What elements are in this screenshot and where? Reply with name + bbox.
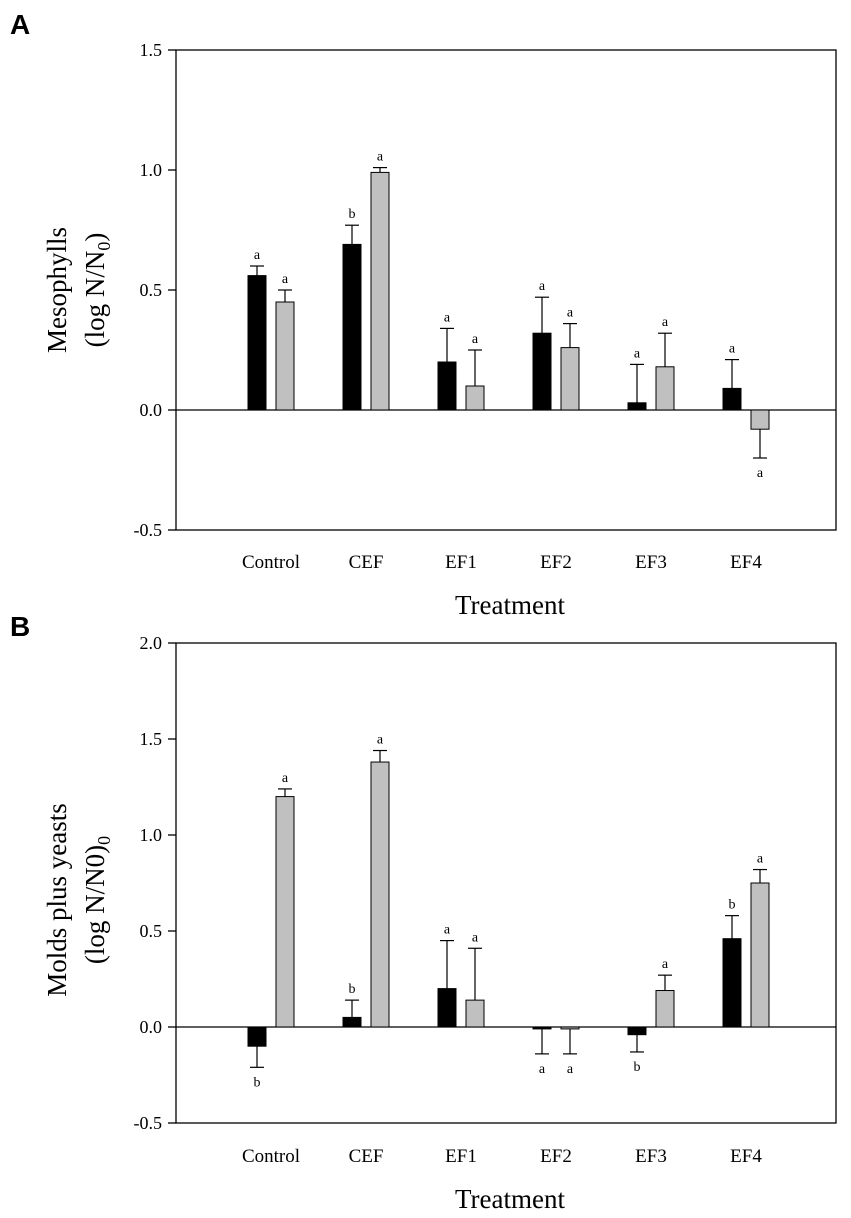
- bar-grey: [465, 385, 485, 411]
- significance-label: b: [729, 898, 736, 913]
- plot-frame: [175, 642, 837, 1124]
- bar-black: [342, 243, 362, 411]
- bar-grey: [655, 990, 675, 1028]
- x-tick-label: EF2: [540, 552, 572, 573]
- y-axis-title: Molds plus yeasts: [42, 803, 72, 997]
- plot-frame: [175, 49, 837, 531]
- bar-black: [437, 988, 457, 1028]
- x-tick-label: Control: [242, 1146, 300, 1167]
- significance-label: a: [472, 930, 479, 945]
- x-tick-label: EF3: [635, 552, 667, 573]
- y-tick-label: 2.0: [140, 633, 163, 653]
- bar-grey: [655, 366, 675, 411]
- chart-panel-A: A -0.5 0.0 0.5 1.0 1.5 a b a a a a a a a a a a Control CEF E…: [10, 9, 837, 620]
- x-tick-label: Control: [242, 552, 300, 573]
- bar-black: [342, 1016, 362, 1028]
- significance-label: a: [444, 923, 451, 938]
- bar-grey: [750, 409, 770, 430]
- significance-label: a: [662, 315, 669, 330]
- x-tick-label: EF4: [730, 552, 762, 573]
- y-tick-label: 1.5: [140, 40, 163, 60]
- x-axis-title: Treatment: [455, 1184, 565, 1214]
- bar-grey: [560, 1026, 580, 1030]
- significance-label: a: [377, 733, 384, 748]
- significance-label: a: [634, 346, 641, 361]
- x-tick-label: EF1: [445, 552, 477, 573]
- bar-grey: [370, 761, 390, 1028]
- significance-label: a: [567, 306, 574, 321]
- bar-black: [247, 275, 267, 411]
- significance-label: a: [662, 957, 669, 972]
- y-axis-title-main: (log N/N0): [80, 845, 110, 964]
- panel-label: B: [10, 611, 30, 642]
- significance-label: a: [377, 150, 384, 165]
- bar-black: [532, 332, 552, 411]
- y-tick-label: -0.5: [134, 520, 163, 540]
- bar-grey: [275, 796, 295, 1028]
- x-axis-title: Treatment: [455, 590, 565, 620]
- y-axis-title-end: ): [80, 233, 110, 242]
- significance-label: a: [539, 1062, 546, 1077]
- significance-label: a: [282, 771, 289, 786]
- y-tick-label: -0.5: [134, 1113, 163, 1133]
- significance-label: b: [349, 207, 356, 222]
- y-tick-label: 0.5: [140, 280, 163, 300]
- bar-black: [247, 1026, 267, 1047]
- significance-label: b: [634, 1060, 641, 1075]
- y-axis-title: Mesophylls: [42, 227, 72, 353]
- significance-label: a: [539, 279, 546, 294]
- bar-grey: [560, 347, 580, 411]
- significance-label: a: [757, 466, 764, 481]
- y-tick-label: 1.5: [140, 729, 163, 749]
- x-tick-label: EF2: [540, 1146, 572, 1167]
- chart-panel-B: B -0.5 0.0 0.5 1.0 1.5 2.0 b b a a b b a a a a a a Control C…: [10, 611, 837, 1214]
- panel-label: A: [10, 9, 30, 40]
- bar-black: [722, 387, 742, 411]
- y-tick-label: 1.0: [140, 825, 163, 845]
- bar-grey: [750, 882, 770, 1028]
- bar-black: [532, 1026, 552, 1030]
- y-tick-label: 0.0: [140, 1017, 163, 1037]
- x-tick-label: EF3: [635, 1146, 667, 1167]
- significance-label: a: [444, 310, 451, 325]
- y-axis-title-subscript: 0: [94, 242, 114, 251]
- x-tick-label: EF4: [730, 1146, 762, 1167]
- y-axis-title-line2: (log N/N0): [80, 233, 114, 348]
- bar-black: [722, 938, 742, 1028]
- significance-label: a: [254, 248, 261, 263]
- significance-label: a: [282, 272, 289, 287]
- significance-label: b: [254, 1075, 261, 1090]
- y-tick-label: 0.5: [140, 921, 163, 941]
- x-tick-label: CEF: [349, 1146, 384, 1167]
- bar-grey: [465, 999, 485, 1028]
- x-tick-label: CEF: [349, 552, 384, 573]
- x-tick-label: EF1: [445, 1146, 477, 1167]
- y-axis-title-main: (log N/N: [80, 251, 110, 348]
- bar-grey: [275, 301, 295, 411]
- significance-label: a: [757, 852, 764, 867]
- bar-grey: [370, 171, 390, 411]
- y-tick-label: 0.0: [140, 400, 163, 420]
- bar-black: [627, 402, 647, 411]
- bar-black: [437, 361, 457, 411]
- significance-label: a: [472, 332, 479, 347]
- y-axis-title-subscript: 0: [94, 836, 114, 845]
- y-axis-title-line2: (log N/N0)0: [80, 836, 114, 964]
- significance-label: b: [349, 982, 356, 997]
- significance-label: a: [567, 1062, 574, 1077]
- significance-label: a: [729, 342, 736, 357]
- y-tick-label: 1.0: [140, 160, 163, 180]
- bar-black: [627, 1026, 647, 1036]
